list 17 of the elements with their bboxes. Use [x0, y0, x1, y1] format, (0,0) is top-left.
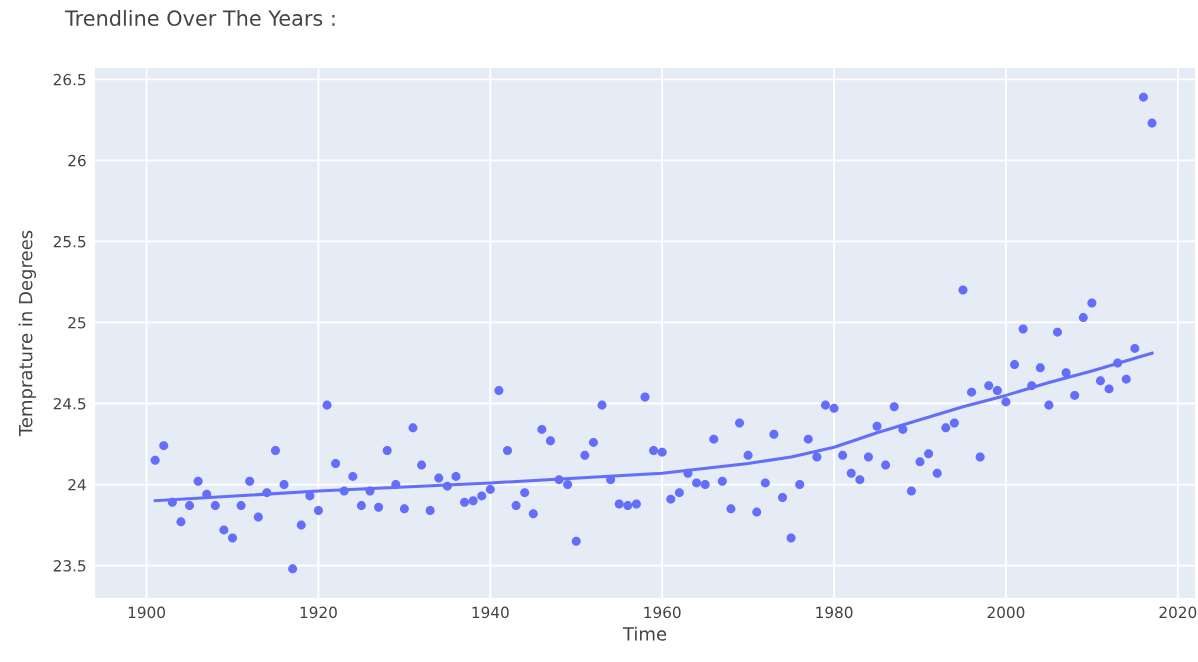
y-tick-label: 25.5 [53, 235, 86, 248]
y-axis-title: Temprature in Degrees [18, 230, 36, 437]
y-tick-label: 24.5 [53, 397, 86, 410]
x-tick-label: 1940 [472, 606, 509, 619]
x-tick-label: 1900 [128, 606, 165, 619]
x-tick-label: 2000 [987, 606, 1025, 619]
x-tick-label: 1960 [644, 606, 681, 619]
x-tick-label: 1920 [300, 606, 337, 619]
y-tick-label: 26 [68, 154, 86, 167]
x-axis-title: Time [622, 626, 667, 641]
y-tick-label: 24 [68, 479, 86, 491]
y-tick-label: 26.5 [53, 73, 86, 86]
x-tick-label: 2020 [1159, 606, 1197, 619]
y-tick-label: 23.5 [53, 560, 86, 572]
chart-title: Trendline Over The Years : [64, 9, 335, 27]
x-tick-label: 1980 [816, 606, 853, 619]
y-tick-label: 25 [68, 316, 86, 329]
